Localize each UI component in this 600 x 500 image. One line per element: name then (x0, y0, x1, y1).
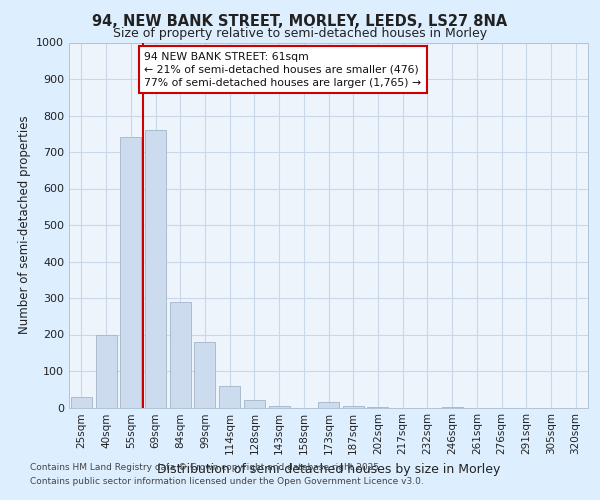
Bar (170, 302, 191, 408)
Text: Size of property relative to semi-detached houses in Morley: Size of property relative to semi-detach… (113, 28, 487, 40)
Bar (343, 406, 364, 407)
Bar (442, 407, 463, 408)
Bar (269, 406, 290, 407)
Bar (120, 138, 141, 407)
Bar (95, 334, 116, 407)
Bar (71, 396, 92, 407)
Bar (318, 402, 339, 407)
Text: 94, NEW BANK STREET, MORLEY, LEEDS, LS27 8NA: 94, NEW BANK STREET, MORLEY, LEEDS, LS27… (92, 14, 508, 29)
Bar (244, 400, 265, 407)
X-axis label: Distribution of semi-detached houses by size in Morley: Distribution of semi-detached houses by … (157, 463, 500, 476)
Text: Contains public sector information licensed under the Open Government Licence v3: Contains public sector information licen… (30, 477, 424, 486)
Bar (219, 386, 240, 407)
Bar (145, 130, 166, 407)
Text: 94 NEW BANK STREET: 61sqm
← 21% of semi-detached houses are smaller (476)
77% of: 94 NEW BANK STREET: 61sqm ← 21% of semi-… (145, 52, 422, 88)
Y-axis label: Number of semi-detached properties: Number of semi-detached properties (17, 116, 31, 334)
Text: Contains HM Land Registry data © Crown copyright and database right 2025.: Contains HM Land Registry data © Crown c… (30, 464, 382, 472)
Bar (367, 407, 388, 408)
Bar (194, 342, 215, 407)
